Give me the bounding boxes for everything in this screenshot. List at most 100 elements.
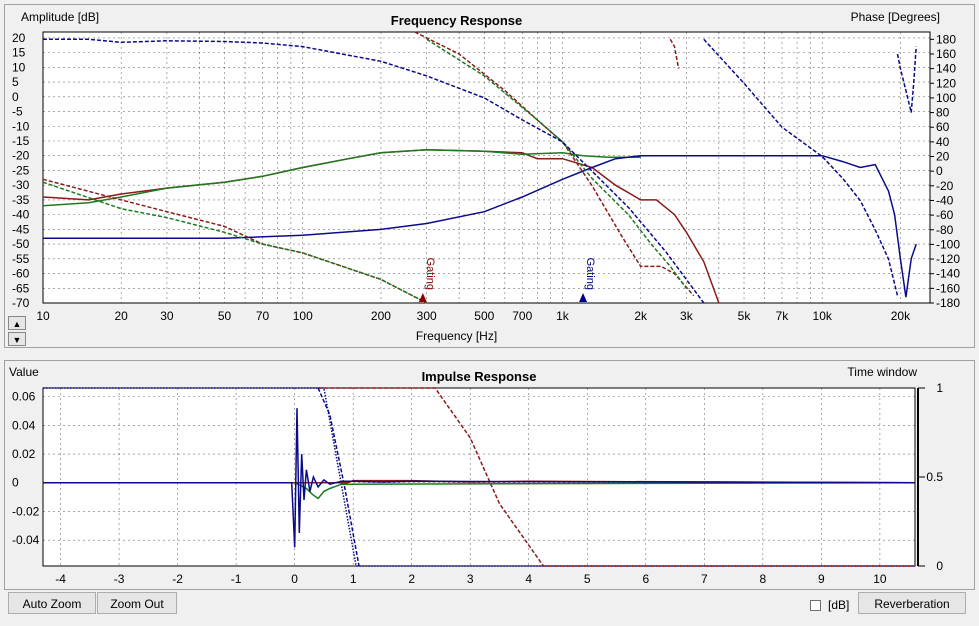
x-tick-label: 1k	[556, 309, 570, 323]
plot-area	[42, 387, 916, 567]
y-tick-label: -55	[12, 252, 30, 266]
y-tick-label: -70	[12, 296, 30, 310]
gating-marker	[579, 293, 588, 302]
x-tick-label: 0	[291, 572, 298, 586]
y-tick-label: -10	[12, 119, 30, 133]
x-tick-label: -3	[114, 572, 125, 586]
y-tick-label: 0	[12, 476, 19, 490]
y-tick-label: -65	[12, 281, 30, 295]
x-tick-label: 7k	[776, 309, 790, 323]
x-tick-label: 2k	[634, 309, 648, 323]
x-tick-label: -1	[231, 572, 242, 586]
x-tick-label: 4	[525, 572, 532, 586]
y-right-axis-label: Phase [Degrees]	[851, 10, 940, 24]
y-tick-label: -50	[12, 237, 30, 251]
x-tick-label: 70	[256, 309, 270, 323]
zoom-up-button[interactable]: ▲	[8, 316, 26, 330]
y-right-tick-label: -60	[936, 208, 954, 222]
x-tick-label: 8	[759, 572, 766, 586]
y-right-tick-label: -140	[936, 267, 960, 281]
y-right-tick-label: 100	[936, 91, 956, 105]
y-tick-label: -40	[12, 208, 30, 222]
db-checkbox-label: [dB]	[828, 598, 850, 612]
gating-marker	[418, 293, 427, 302]
y-right-tick-label: 120	[936, 76, 956, 90]
x-tick-label: 6	[642, 572, 649, 586]
y-tick-label: -35	[12, 193, 30, 207]
x-tick-label: 2	[408, 572, 415, 586]
x-tick-label: 50	[218, 309, 232, 323]
y-right-tick-label: 0	[936, 559, 943, 573]
x-tick-label: 200	[371, 309, 391, 323]
x-tick-label: 5	[584, 572, 591, 586]
frequency-response-chart[interactable]: 20151050-5-10-15-20-25-30-35-40-45-50-55…	[5, 5, 974, 347]
y-tick-label: -25	[12, 163, 30, 177]
x-tick-label: 100	[293, 309, 313, 323]
chart-title: Frequency Response	[391, 13, 523, 28]
x-tick-label: 500	[474, 309, 494, 323]
y-tick-label: 0	[12, 90, 19, 104]
y-tick-label: 0.02	[12, 447, 36, 461]
y-right-tick-label: -120	[936, 252, 960, 266]
y-tick-label: 0.06	[12, 390, 36, 404]
db-checkbox[interactable]	[810, 600, 821, 611]
y-right-tick-label: -100	[936, 237, 960, 251]
impulse-response-chart[interactable]: -4 -3 -2 -1 0 1 2 3 4 5 6 7 8 9 10 0.06 0.04 0.02 0 -0.02 -0…	[5, 361, 974, 589]
series-line	[43, 387, 915, 567]
y-tick-label: 20	[12, 31, 26, 45]
x-tick-label: 300	[417, 309, 437, 323]
y-tick-label: -60	[12, 267, 30, 281]
y-tick-label: -0.02	[12, 504, 40, 518]
x-tick-label: 20k	[891, 309, 911, 323]
x-axis-label: Frequency [Hz]	[416, 329, 497, 343]
chart-title: Impulse Response	[422, 369, 537, 384]
x-tick-label: 20	[115, 309, 129, 323]
y-tick-label: 10	[12, 60, 26, 74]
series-line	[669, 38, 680, 69]
x-tick-label: 10k	[813, 309, 833, 323]
y-tick-label: 0.04	[12, 418, 36, 432]
x-tick-label: 5k	[738, 309, 752, 323]
y-axis-label: Value	[9, 365, 39, 379]
y-tick-label: -5	[12, 105, 23, 119]
series-line	[42, 181, 428, 304]
y-tick-label: -15	[12, 134, 30, 148]
y-right-tick-label: 180	[936, 32, 956, 46]
y-tick-label: -0.04	[12, 533, 40, 547]
y-right-tick-label: 60	[936, 120, 950, 134]
x-tick-label: -2	[172, 572, 183, 586]
series-line	[317, 387, 360, 567]
y-tick-label: 15	[12, 46, 26, 60]
gating-label: Gating	[584, 258, 596, 290]
y-right-tick-label: -40	[936, 193, 954, 207]
series-line	[43, 154, 917, 298]
series-line	[318, 387, 915, 567]
x-tick-label: 3	[467, 572, 474, 586]
series-line	[43, 38, 705, 304]
x-tick-label: 9	[818, 572, 825, 586]
x-tick-label: 1	[350, 572, 357, 586]
y-tick-label: -20	[12, 149, 30, 163]
reverberation-button[interactable]: Reverberation	[858, 592, 966, 614]
series-line	[43, 408, 916, 548]
auto-zoom-button[interactable]: Auto Zoom	[8, 592, 96, 614]
y-right-axis-label: Time window	[847, 365, 917, 379]
x-tick-label: 3k	[680, 309, 694, 323]
x-tick-label: 700	[512, 309, 532, 323]
y-right-tick-label: -20	[936, 179, 954, 193]
x-tick-label: 7	[701, 572, 708, 586]
zoom-out-button[interactable]: Zoom Out	[97, 592, 177, 614]
y-tick-label: -30	[12, 178, 30, 192]
x-tick-label: 10	[36, 309, 50, 323]
x-tick-label: 10	[873, 572, 887, 586]
x-tick-label: -4	[55, 572, 66, 586]
y-right-tick-label: -160	[936, 281, 960, 295]
y-axis-label: Amplitude [dB]	[21, 10, 99, 24]
series-line	[426, 38, 688, 289]
impulse-response-panel: -4 -3 -2 -1 0 1 2 3 4 5 6 7 8 9 10 0.06 0.04 0.02 0 -0.02 -0…	[4, 360, 975, 590]
y-right-tick-label: 140	[936, 62, 956, 76]
x-tick-label: 30	[160, 309, 174, 323]
zoom-down-button[interactable]: ▼	[8, 332, 26, 346]
y-right-tick-label: -180	[936, 296, 960, 310]
gating-label: Gating	[424, 258, 436, 290]
